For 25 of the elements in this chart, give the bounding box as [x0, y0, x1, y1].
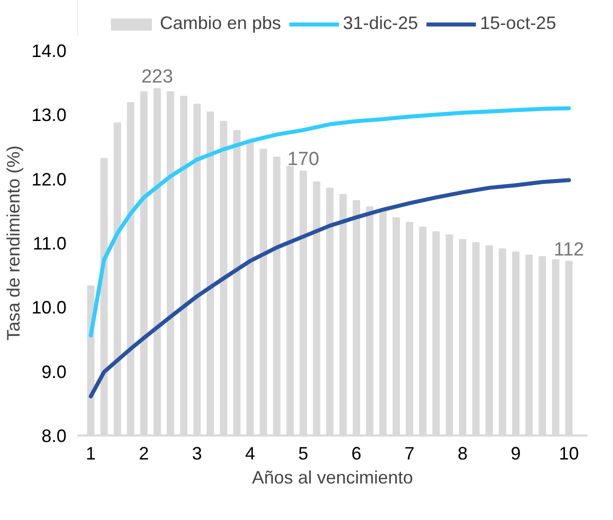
y-tick-label: 8.0 — [41, 426, 67, 446]
data-label: 170 — [287, 149, 320, 170]
x-tick-label: 5 — [298, 444, 308, 464]
x-tick-label: 3 — [192, 444, 202, 464]
x-tick-label: 4 — [245, 444, 256, 464]
y-tick-label: 12.0 — [31, 169, 67, 190]
legend-label: 31-dic-25 — [342, 13, 418, 34]
legend-label: Cambio en pbs — [160, 13, 281, 34]
x-tick-label: 10 — [558, 444, 579, 464]
y-tick-label: 9.0 — [41, 362, 67, 382]
x-tick-label: 6 — [351, 444, 362, 464]
y-tick-label: 14.0 — [31, 41, 67, 61]
x-tick-label: 9 — [510, 444, 521, 464]
x-axis-title: Años al vencimiento — [252, 468, 414, 488]
x-tick-label: 8 — [458, 444, 468, 464]
x-tick-label: 2 — [138, 444, 149, 464]
y-axis-title: Tasa de rendimiento (%) — [3, 145, 24, 341]
data-label: 112 — [554, 239, 584, 260]
y-tick-label: 10.0 — [31, 298, 67, 318]
data-label: 223 — [141, 66, 174, 88]
y-tick-label: 13.0 — [31, 105, 67, 126]
legend-label: 15-oct-25 — [480, 13, 556, 34]
x-tick-label: 7 — [404, 444, 415, 464]
y-tick-label: 11.0 — [32, 234, 67, 254]
x-tick-label: 1 — [86, 444, 96, 464]
